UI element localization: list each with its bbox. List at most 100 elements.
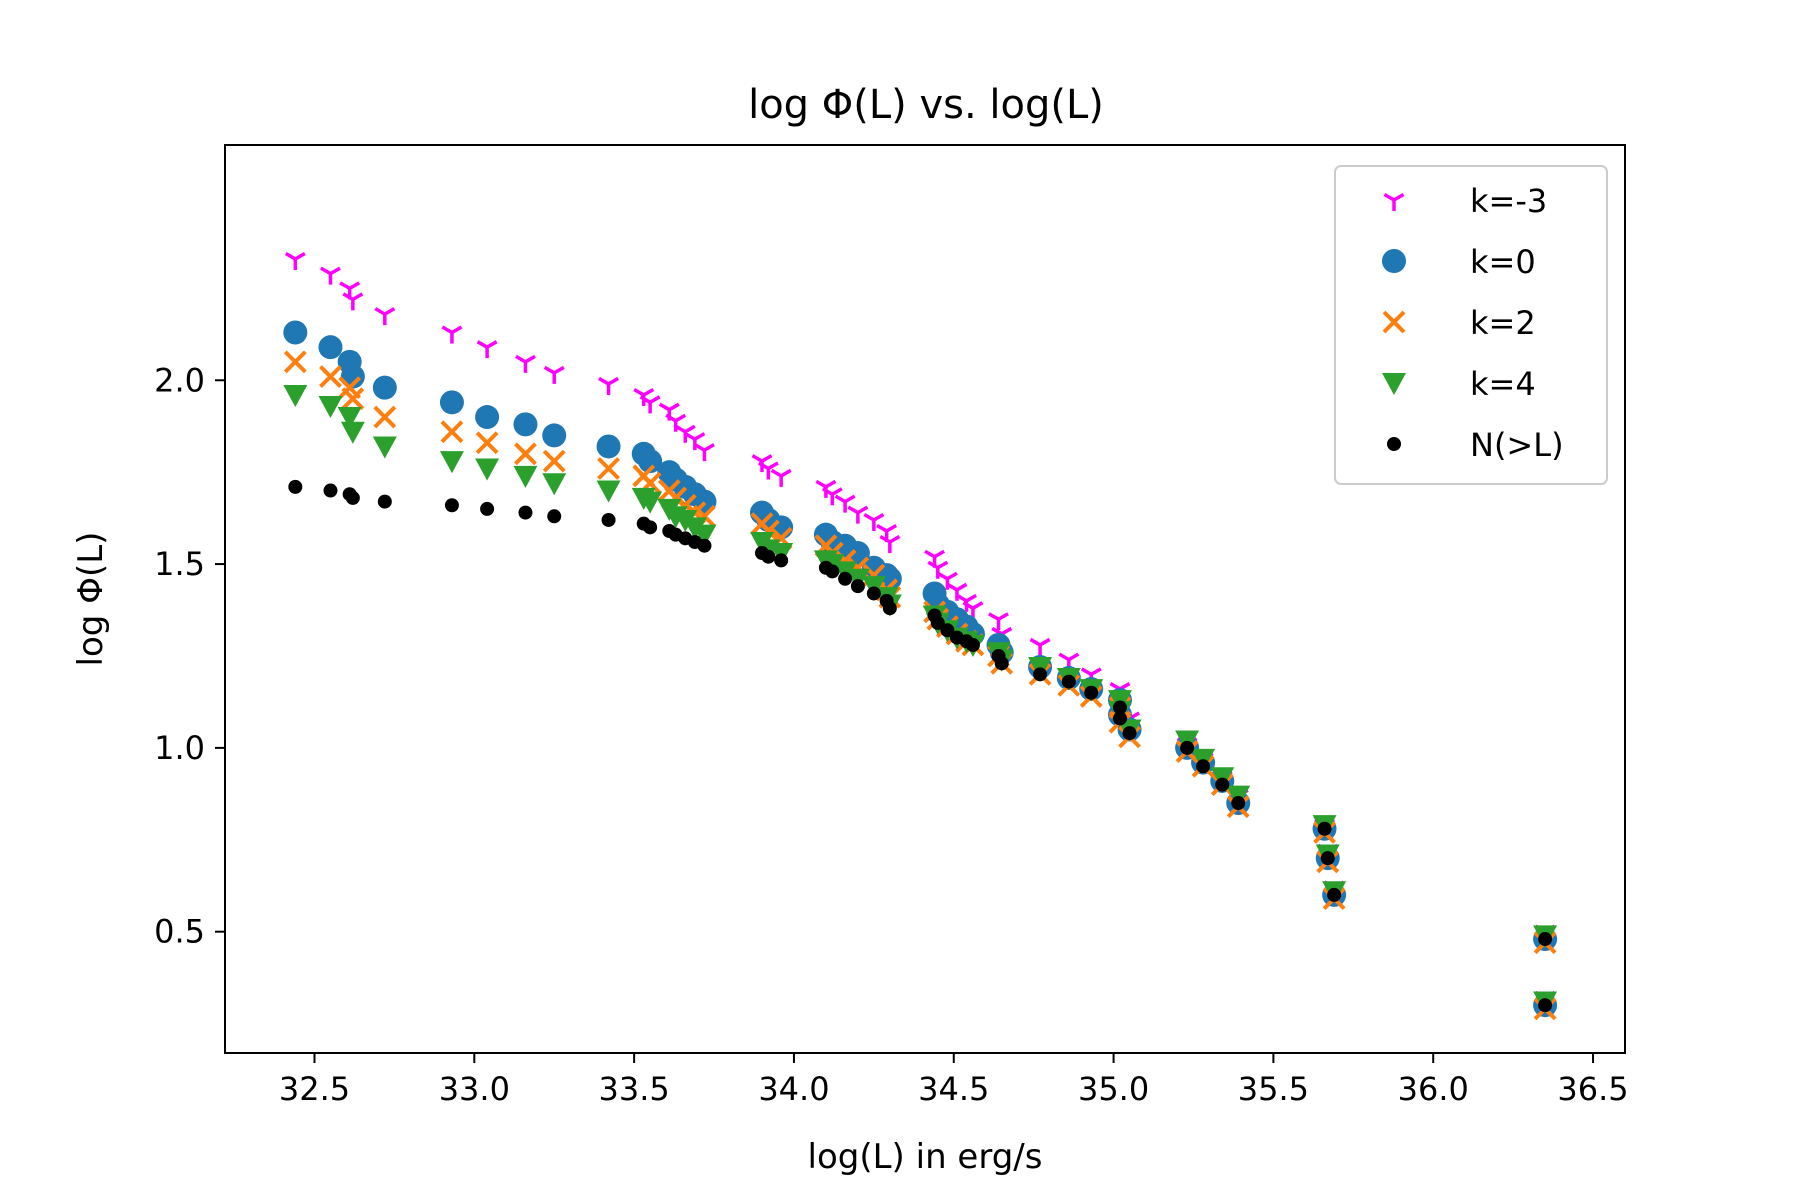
point-s4-47 (1327, 887, 1342, 902)
legend-marker-0 (1383, 192, 1405, 211)
point-s4-21 (825, 564, 840, 579)
point-s4-5 (444, 498, 459, 513)
point-s2-9 (597, 457, 620, 480)
point-s3-4 (372, 436, 397, 459)
point-s4-42 (1196, 759, 1211, 774)
point-s4-38 (1112, 700, 1127, 715)
point-s2-4 (373, 405, 397, 429)
y-tick-label: 1.0 (154, 729, 205, 767)
point-s0-0 (284, 251, 306, 270)
point-s4-35 (1033, 667, 1048, 682)
x-axis-label: log(L) in erg/s (808, 1137, 1043, 1177)
point-s1-0 (283, 320, 308, 345)
point-s4-32 (965, 637, 980, 652)
point-s0-14 (674, 424, 696, 443)
point-s4-9 (601, 512, 616, 527)
point-s4-48 (1538, 932, 1553, 947)
point-s0-3 (342, 292, 364, 311)
y-tick-label: 2.0 (154, 361, 205, 399)
legend-label-3: k=4 (1470, 365, 1536, 403)
point-s3-5 (439, 451, 464, 474)
point-s2-5 (440, 420, 464, 444)
point-s2-6 (475, 431, 499, 455)
legend-label-1: k=0 (1470, 243, 1536, 281)
point-s4-8 (547, 509, 562, 524)
x-tick-label: 36.0 (1398, 1070, 1469, 1108)
point-s1-4 (372, 375, 397, 400)
point-s1-6 (475, 405, 500, 430)
point-s4-19 (774, 553, 789, 568)
legend-marker-3 (1382, 373, 1406, 395)
x-axis-ticks: 32.5 33.0 33.5 34.0 34.5 35.0 35.5 36.0 36.5 (279, 1053, 1629, 1108)
legend: k=-3 k=0 k=2 k=4 N(>L) (1334, 165, 1608, 485)
point-s4-36 (1061, 674, 1076, 689)
y-tick-label: 0.5 (154, 913, 205, 951)
legend-label-0: k=-3 (1470, 182, 1547, 220)
point-s0-33 (988, 612, 1009, 631)
x-tick-label: 34.5 (918, 1070, 989, 1108)
point-s2-3 (341, 387, 365, 411)
point-s0-23 (847, 505, 869, 524)
point-s0-26 (879, 535, 901, 554)
x-tick-label: 33.0 (439, 1070, 510, 1108)
plot-frame (224, 144, 1626, 1054)
y-axis-label: log Φ(L) (71, 532, 111, 667)
point-s0-11 (639, 395, 661, 414)
point-s0-5 (441, 325, 463, 344)
point-s0-29 (936, 571, 958, 590)
point-s4-34 (994, 656, 1009, 671)
point-s4-4 (377, 494, 392, 509)
point-s4-45 (1317, 821, 1332, 836)
point-s0-21 (821, 487, 843, 506)
point-s4-7 (518, 505, 533, 520)
point-s3-1 (318, 396, 343, 419)
point-s4-22 (838, 571, 853, 586)
point-s0-22 (834, 494, 856, 513)
point-s3-11 (638, 491, 663, 514)
point-s4-29 (940, 623, 955, 638)
point-s4-23 (850, 579, 865, 594)
point-s0-16 (694, 443, 715, 462)
point-s1-9 (596, 434, 621, 459)
legend-marker-1 (1382, 249, 1406, 273)
point-s4-1 (323, 483, 338, 498)
x-tick-label: 33.5 (599, 1070, 670, 1108)
point-s0-4 (374, 307, 396, 326)
point-s2-7 (514, 442, 537, 466)
x-tick-label: 35.0 (1078, 1070, 1149, 1108)
point-s2-8 (542, 449, 566, 473)
legend-marker-4 (1387, 437, 1401, 451)
point-s3-0 (283, 384, 308, 407)
point-s3-16 (692, 524, 717, 547)
point-s4-49 (1538, 998, 1553, 1013)
point-s2-1 (319, 365, 342, 389)
point-s4-39 (1112, 711, 1127, 726)
point-s4-40 (1122, 726, 1137, 741)
point-s4-41 (1180, 740, 1195, 755)
point-s4-37 (1084, 685, 1099, 700)
point-s1-1 (318, 335, 343, 360)
legend-label-2: k=2 (1470, 304, 1536, 342)
data-marks (283, 251, 1558, 1021)
point-s0-24 (863, 512, 885, 531)
x-tick-label: 34.0 (758, 1070, 829, 1108)
point-s0-28 (927, 560, 949, 579)
legend-label-4: N(>L) (1470, 426, 1564, 464)
point-s0-30 (946, 582, 968, 601)
point-s1-7 (513, 412, 538, 437)
point-s4-26 (882, 601, 897, 616)
point-s0-13 (665, 413, 687, 432)
x-tick-label: 36.5 (1557, 1070, 1628, 1108)
point-s4-43 (1215, 777, 1230, 792)
point-s0-7 (515, 354, 536, 373)
point-s4-11 (643, 520, 658, 535)
point-s4-44 (1231, 796, 1246, 811)
point-s0-6 (476, 340, 498, 359)
point-s3-7 (513, 465, 538, 488)
point-s4-28 (930, 615, 945, 630)
point-s0-8 (543, 365, 565, 384)
point-s3-2 (337, 407, 362, 430)
x-tick-label: 35.5 (1238, 1070, 1309, 1108)
point-s4-46 (1320, 851, 1335, 866)
